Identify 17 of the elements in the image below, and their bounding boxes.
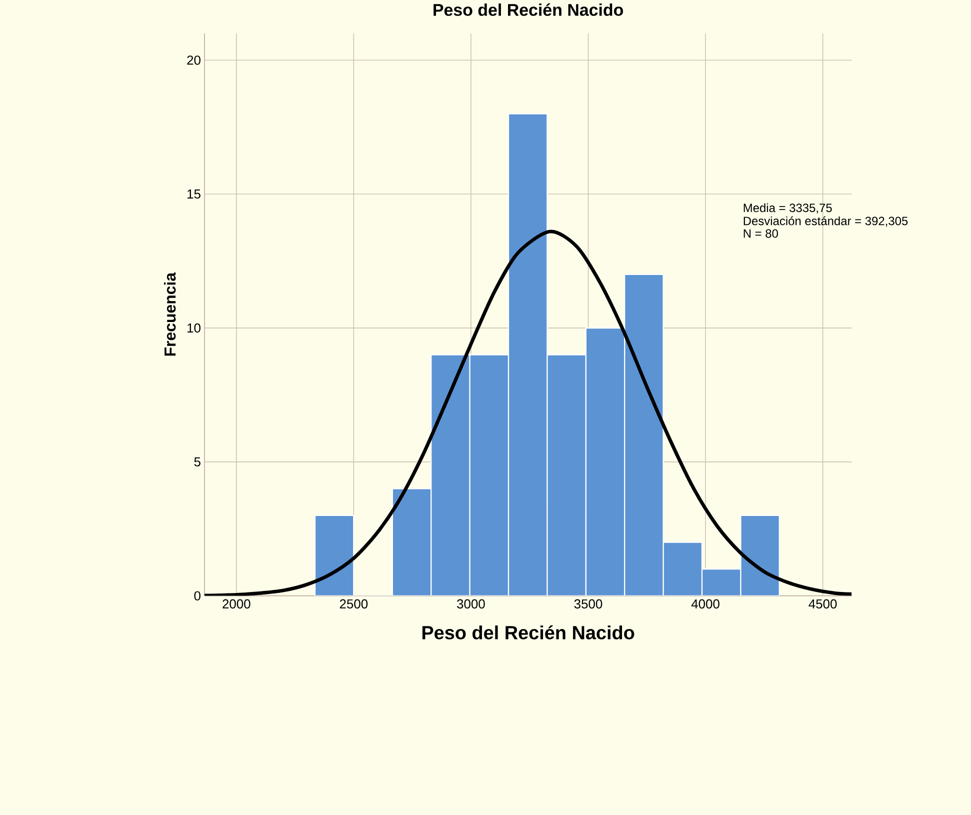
x-tick-label: 2500 xyxy=(340,599,368,608)
x-tick-label: 3500 xyxy=(574,599,602,608)
x-tick-label: 4000 xyxy=(691,599,720,608)
y-tick-label: 5 xyxy=(194,457,200,466)
x-tick-label: 4500 xyxy=(808,599,837,608)
y-tick-label: 20 xyxy=(187,55,200,65)
annotation: Media = 3335,75 xyxy=(744,203,832,214)
x-axis-title: Peso del Recién Nacido xyxy=(422,625,634,640)
y-tick-label: 15 xyxy=(188,189,200,198)
annotation: N = 80 xyxy=(744,229,778,238)
y-tick-label: 0 xyxy=(194,591,200,600)
chart-title: Peso del Recién Nacido xyxy=(434,3,624,16)
annotation: Desviación estándar = 392,305 xyxy=(744,216,908,226)
x-tick-label: 3000 xyxy=(457,599,485,608)
x-tick-label: 2000 xyxy=(222,599,250,608)
y-axis-title: Frecuencia xyxy=(164,272,176,356)
y-tick-label: 10 xyxy=(188,323,200,332)
